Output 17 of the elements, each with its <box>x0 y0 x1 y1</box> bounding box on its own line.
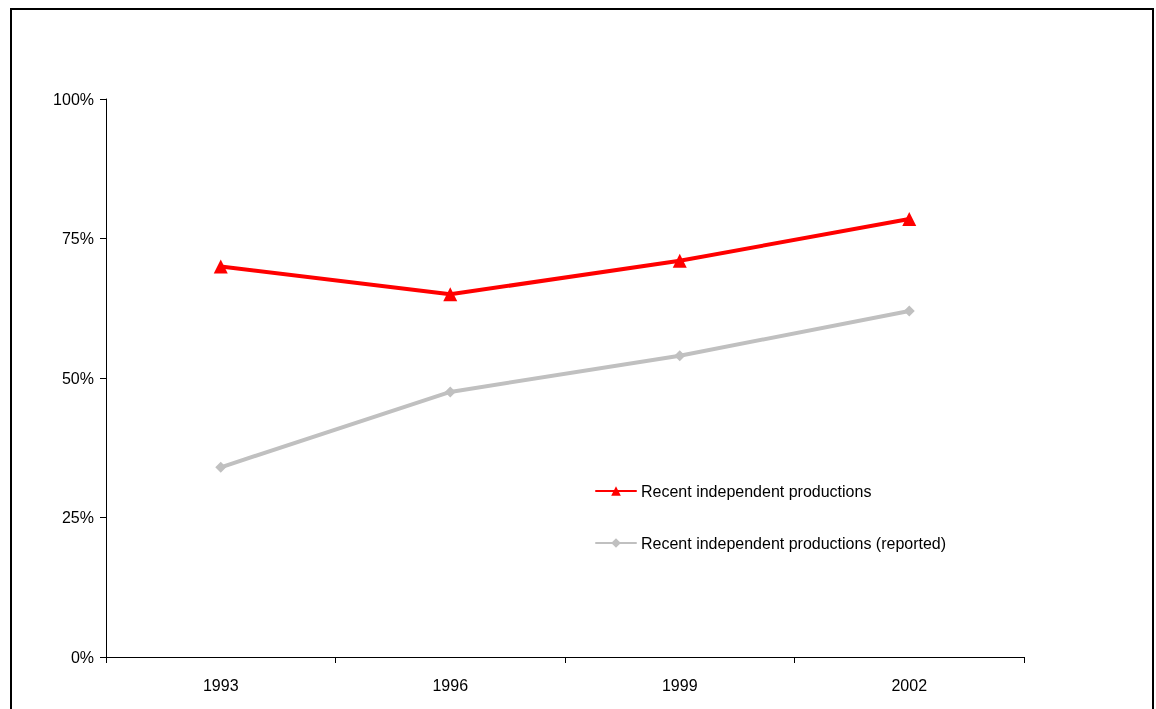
y-tick-label: 25% <box>61 509 94 526</box>
legend-label: Recent independent productions <box>641 482 872 500</box>
y-tick-label: 100% <box>53 90 94 108</box>
legend-label: Recent independent productions (reported) <box>641 534 947 552</box>
y-tick-label: 50% <box>61 369 94 387</box>
x-tick-label: 1999 <box>661 676 698 694</box>
point <box>444 386 456 398</box>
point <box>672 253 687 268</box>
point <box>902 211 917 226</box>
point <box>213 259 228 274</box>
y-tick-label: 0% <box>70 648 94 666</box>
x-tick-label: 1993 <box>202 676 239 694</box>
point <box>215 461 227 473</box>
y-tick-label: 75% <box>61 230 94 247</box>
x-tick-label: 1996 <box>432 676 469 694</box>
x-tick-label: 2002 <box>891 676 928 694</box>
point <box>443 287 458 302</box>
